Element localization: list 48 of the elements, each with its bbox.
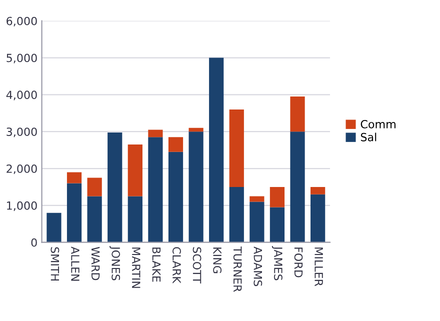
- x-tick-label: WARD: [92, 246, 100, 280]
- x-tick-label: SCOTT: [192, 247, 202, 284]
- bar: [290, 132, 305, 242]
- bar: [229, 109, 244, 187]
- bar: [270, 207, 285, 242]
- bar: [250, 196, 264, 202]
- bar: [229, 186, 244, 242]
- bar: [108, 132, 122, 242]
- x-tick-label: CLARK: [172, 247, 181, 284]
- bar: [148, 137, 163, 242]
- bar: [310, 194, 326, 242]
- bar: [209, 58, 224, 242]
- legend-label: Comm: [360, 120, 396, 128]
- x-tick-label: JONES: [110, 246, 120, 280]
- bar: [66, 172, 82, 184]
- x-tick-label: MARTIN: [132, 248, 140, 288]
- bar: [250, 202, 264, 242]
- bar: [310, 186, 326, 194]
- bar: [168, 137, 184, 152]
- bar: [87, 196, 102, 242]
- legend-label: Sal: [360, 132, 376, 142]
- x-tick-label: FORD: [294, 248, 303, 278]
- bar: [270, 186, 285, 208]
- y-tick-label: 2,000: [6, 164, 37, 174]
- bar: [148, 130, 163, 138]
- y-tick-label: 4,000: [6, 90, 37, 100]
- y-tick-label: 0: [31, 238, 37, 247]
- y-tick-label: 5,000: [6, 54, 37, 64]
- bar: [188, 128, 204, 132]
- x-tick-label: BLAKE: [152, 248, 160, 282]
- bar: [66, 183, 82, 242]
- bar: [128, 144, 142, 196]
- bar: [87, 178, 102, 196]
- y-tick-label: 1,000: [7, 201, 37, 211]
- bar: [128, 196, 142, 242]
- x-tick-label: ADAMS: [254, 246, 262, 286]
- y-tick-label: 3,000: [6, 128, 37, 138]
- x-tick-label: SMITH: [50, 247, 60, 280]
- x-tick-label: MILLER: [314, 248, 323, 286]
- bar: [290, 96, 305, 132]
- x-tick-label: TURNER: [233, 246, 242, 292]
- y-tick-label: 6,000: [6, 16, 37, 26]
- x-tick-label: ALLEN: [71, 246, 80, 281]
- bar: [168, 152, 184, 242]
- bar: [46, 212, 62, 242]
- x-tick-label: KING: [213, 248, 222, 274]
- bar: [188, 132, 204, 242]
- x-tick-label: JAMES: [272, 246, 282, 280]
